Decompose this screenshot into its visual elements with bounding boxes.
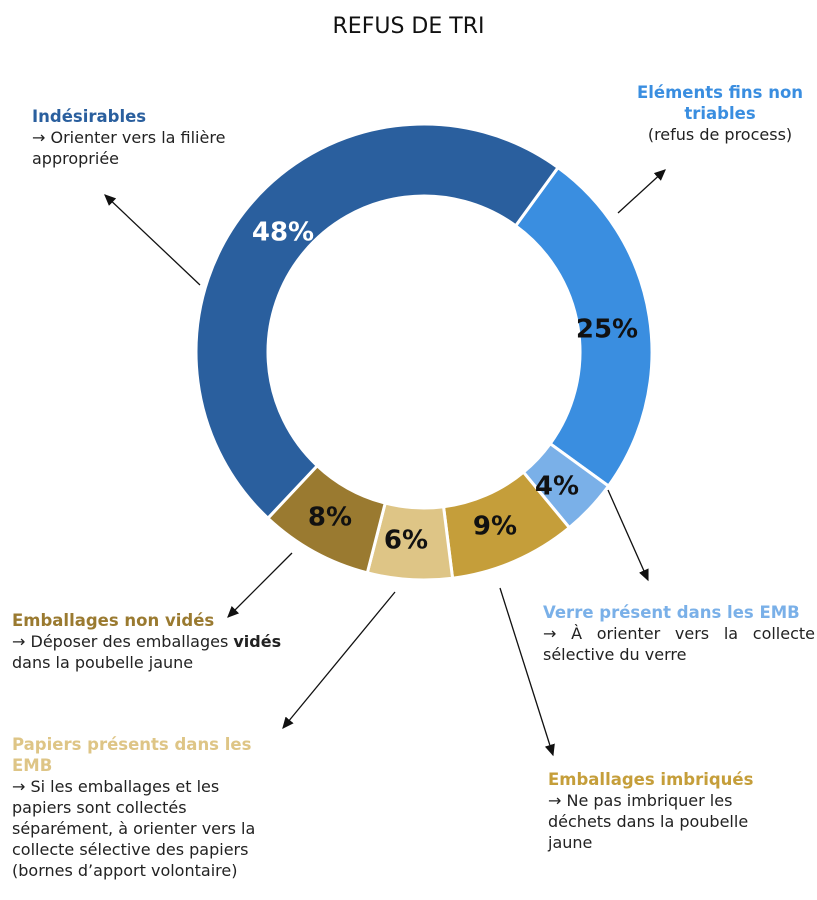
donut-segment [194, 122, 561, 521]
description-bold: vidés [233, 632, 282, 651]
description: → Si les emballages et les papiers sont … [12, 777, 256, 880]
value-label: 25% [576, 315, 638, 345]
description: (refus de process) [647, 125, 793, 144]
donut-segment [513, 165, 654, 489]
value-label: 48% [252, 218, 314, 248]
category-label: Papiers présents dans les EMB [12, 735, 252, 775]
arrows [104, 169, 666, 757]
category-label: Emballages non vidés [12, 611, 215, 630]
annotation: Emballages non vidés → Déposer des embal… [12, 610, 282, 673]
category-label: Emballages imbriqués [548, 770, 754, 789]
category-label: Indésirables [32, 107, 147, 126]
description: dans la poubelle jaune [12, 653, 194, 672]
annotation: Papiers présents dans les EMB → Si les e… [12, 734, 274, 881]
category-label: Eléments fins non triables [636, 83, 804, 123]
chart-title: REFUS DE TRI [332, 14, 485, 39]
annotation: Verre présent dans les EMB → À orienter … [543, 602, 815, 665]
value-label: 8% [308, 503, 352, 533]
category-label: Verre présent dans les EMB [543, 603, 800, 622]
value-label: 4% [535, 472, 579, 502]
value-label: 9% [473, 512, 517, 542]
annotation: Emballages imbriqués → Ne pas imbriquer … [548, 769, 788, 853]
description: → Ne pas imbriquer les déchets dans la p… [548, 791, 749, 852]
annotation: Indésirables → Orienter vers la filière … [32, 106, 267, 169]
annotation: Eléments fins non triables (refus de pro… [630, 82, 810, 145]
description: → À orienter vers la collecte sélective … [543, 624, 815, 664]
value-label: 6% [384, 526, 428, 556]
description: → Orienter vers la filière appropriée [32, 128, 226, 168]
description: → Déposer des emballages [12, 632, 234, 651]
